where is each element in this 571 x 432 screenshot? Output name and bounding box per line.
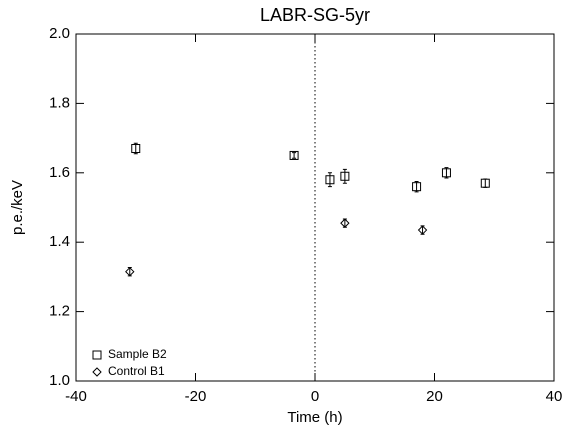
x-tick-label: 20 [426, 388, 443, 405]
marker [125, 266, 135, 277]
legend-label: Sample B2 [108, 347, 167, 361]
marker [131, 144, 141, 154]
marker [340, 218, 350, 228]
error-bar [483, 178, 488, 188]
legend-label: Control B1 [108, 364, 165, 378]
x-tick-label: 0 [311, 388, 319, 405]
x-tick-label: -20 [185, 388, 207, 405]
error-bar [444, 167, 449, 179]
y-tick-label: 1.0 [49, 372, 70, 389]
error-bar [292, 152, 297, 159]
marker [417, 225, 428, 235]
y-tick-label: 1.6 [49, 164, 70, 181]
x-tick-label: -40 [65, 388, 87, 405]
error-bar [414, 180, 419, 193]
marker [325, 175, 335, 185]
error-bar [133, 142, 138, 155]
error-bar [342, 168, 347, 184]
y-tick-label: 1.8 [49, 94, 70, 111]
marker [340, 171, 350, 181]
legend-marker [92, 350, 102, 360]
y-axis-label: p.e./keV [9, 180, 26, 235]
x-tick-label: 40 [546, 388, 563, 405]
legend-marker [92, 367, 102, 377]
marker [480, 178, 490, 188]
x-axis-label: Time (h) [287, 409, 342, 426]
y-tick-label: 1.4 [49, 233, 70, 250]
marker [412, 182, 422, 192]
chart-title: LABR-SG-5yr [260, 5, 370, 25]
y-tick-label: 2.0 [49, 25, 70, 42]
y-tick-label: 1.2 [49, 303, 70, 320]
marker [441, 168, 451, 178]
error-bar [327, 172, 332, 188]
marker [289, 150, 299, 160]
